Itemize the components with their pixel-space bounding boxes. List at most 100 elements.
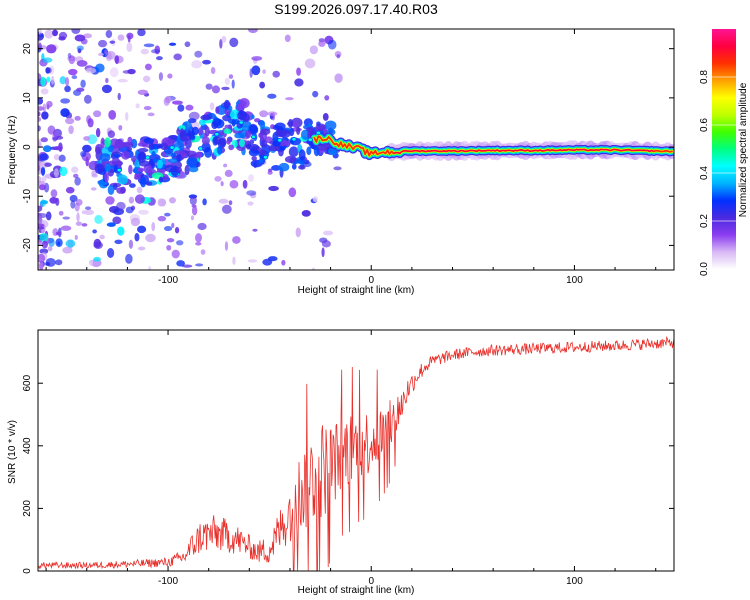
spectrogram-noise-blob <box>224 169 233 178</box>
spectrogram-noise-blob <box>47 246 53 252</box>
spectrogram-noise-blob <box>52 29 59 37</box>
spectrogram-noise-blob <box>228 200 233 206</box>
spectrogram-noise-blob <box>224 77 230 86</box>
spectrogram-noise-blob <box>105 77 109 84</box>
spectrogram-cluster-blob <box>195 151 202 158</box>
spectrogram-noise-blob <box>65 117 75 125</box>
spectrogram-cluster-blob <box>164 164 175 172</box>
spectrogram-noise-blob <box>107 130 116 138</box>
spectrogram-noise-blob <box>311 267 316 270</box>
spectrogram-cluster-blob <box>274 122 286 131</box>
spectrogram-cluster-blob <box>107 184 115 196</box>
spectrogram-noise-blob <box>38 253 46 263</box>
spectrogram-noise-blob <box>46 44 57 54</box>
spectrogram-bright-spot <box>262 155 269 160</box>
spectrogram-cluster-blob <box>129 183 136 188</box>
spectrogram-cluster-blob <box>212 136 219 146</box>
spectrogram-noise-blob <box>95 63 105 73</box>
spectrogram-cluster-blob <box>218 131 224 136</box>
spectrogram-noise-blob <box>218 198 229 204</box>
spectrogram-noise-blob <box>194 50 203 58</box>
spectrogram-noise-blob <box>83 94 92 104</box>
spectrogram-noise-blob <box>106 248 115 258</box>
spectrogram-cluster-blob <box>173 150 186 155</box>
spectrogram-cluster-blob <box>211 120 218 130</box>
spectrogram-noise-blob <box>127 34 131 43</box>
spectrogram-noise-blob <box>38 111 41 117</box>
spectrogram-noise-blob <box>95 127 101 138</box>
spectrogram-noise-blob <box>322 230 334 236</box>
spectrogram-noise-blob <box>47 125 56 135</box>
snr-x-label: Height of straight line (km) <box>298 585 415 596</box>
spectrogram-cluster-blob <box>100 137 105 149</box>
spectrogram-noise-blob <box>112 216 122 225</box>
spectrogram-noise-blob <box>41 111 49 120</box>
spectrogram-noise-blob <box>158 72 164 81</box>
spectrogram-noise-blob <box>267 111 278 116</box>
spectrogram-noise-blob <box>166 238 175 243</box>
spectrogram-noise-blob <box>39 261 44 270</box>
spectrogram-noise-blob <box>168 42 177 46</box>
spectrogram-noise-blob <box>221 35 227 43</box>
spectrogram-cluster-blob <box>306 126 315 132</box>
spectrogram-noise-blob <box>73 173 79 179</box>
spectrogram-noise-blob <box>114 55 120 65</box>
snr-y-ticks: 0 200 400 600 <box>22 374 674 574</box>
spectrogram-noise-blob <box>74 234 78 241</box>
colorbar-tick-label: 0.4 <box>699 166 710 180</box>
spectrogram-noise-blob <box>94 214 103 224</box>
spectrogram-noise-blob <box>296 67 302 76</box>
spectrogram-noise-blob <box>62 246 73 254</box>
spectrogram-noise-blob <box>38 106 45 111</box>
spectrogram-cluster-blob <box>238 98 250 109</box>
spectrogram-noise-blob <box>140 48 149 55</box>
spectrogram-cluster-blob <box>226 138 231 145</box>
spectrogram-cluster-blob <box>128 164 133 175</box>
spectrogram-cluster-blob <box>156 143 163 149</box>
spectrogram-noise-blob <box>109 67 119 78</box>
spectrogram-noise-blob <box>171 100 183 105</box>
spectrogram-cluster-blob <box>94 163 104 174</box>
spectrogram-noise-blob <box>223 163 228 168</box>
spectrogram-noise-blob <box>60 225 72 231</box>
y-tick-label: 200 <box>22 500 33 517</box>
spectrogram-noise-blob <box>93 110 102 118</box>
spectrogram-noise-blob <box>53 153 60 161</box>
spectrogram-cluster-blob <box>137 152 147 164</box>
spectrogram-noise-blob <box>105 29 113 39</box>
spectrogram-cluster-blob <box>251 156 257 161</box>
colorbar-label: Normalized spectral amplitude <box>738 82 749 217</box>
spectrogram-cluster-blob <box>288 118 294 129</box>
spectrogram-noise-blob <box>74 176 81 186</box>
spectrogram-cluster-blob <box>259 149 267 156</box>
spectrogram-cluster-blob <box>244 130 252 139</box>
spectrogram-noise-blob <box>134 232 140 242</box>
spectrogram-noise-blob <box>128 239 134 249</box>
spectrogram-noise-blob <box>48 237 55 247</box>
spectrogram-noise-blob <box>40 88 49 95</box>
spectrogram-noise-blob <box>195 241 202 246</box>
spectrogram-noise-blob <box>104 49 108 55</box>
spectrogram-noise-blob <box>71 29 81 35</box>
colorbar-tick-label: 0.6 <box>699 118 710 132</box>
spectrogram-noise-blob <box>231 79 235 89</box>
spectrogram-cluster-blob <box>200 114 212 121</box>
spectrogram-noise-blob <box>80 79 86 88</box>
spectrogram-noise-blob <box>65 186 75 194</box>
spectrogram-noise-blob <box>81 223 88 227</box>
spectrogram-frame <box>37 28 675 271</box>
spectrogram-noise-blob <box>45 262 51 266</box>
spectrogram-noise-blob <box>46 100 53 108</box>
spectrogram-noise-blob <box>118 124 123 131</box>
spectrogram-noise-blob <box>284 34 291 43</box>
spectrogram-noise-blob <box>58 36 66 41</box>
spectrogram-noise-blob <box>74 115 81 121</box>
spectrogram-noise-blob <box>117 92 121 101</box>
spectrogram-noise-blob <box>93 256 101 262</box>
spectrogram-noise-blob <box>116 201 126 211</box>
spectrogram-cluster-blob <box>271 165 281 171</box>
spectrogram-noise-blob <box>65 76 70 87</box>
spectrogram-noise-blob <box>143 106 152 111</box>
spectrogram-noise-blob <box>205 83 213 90</box>
